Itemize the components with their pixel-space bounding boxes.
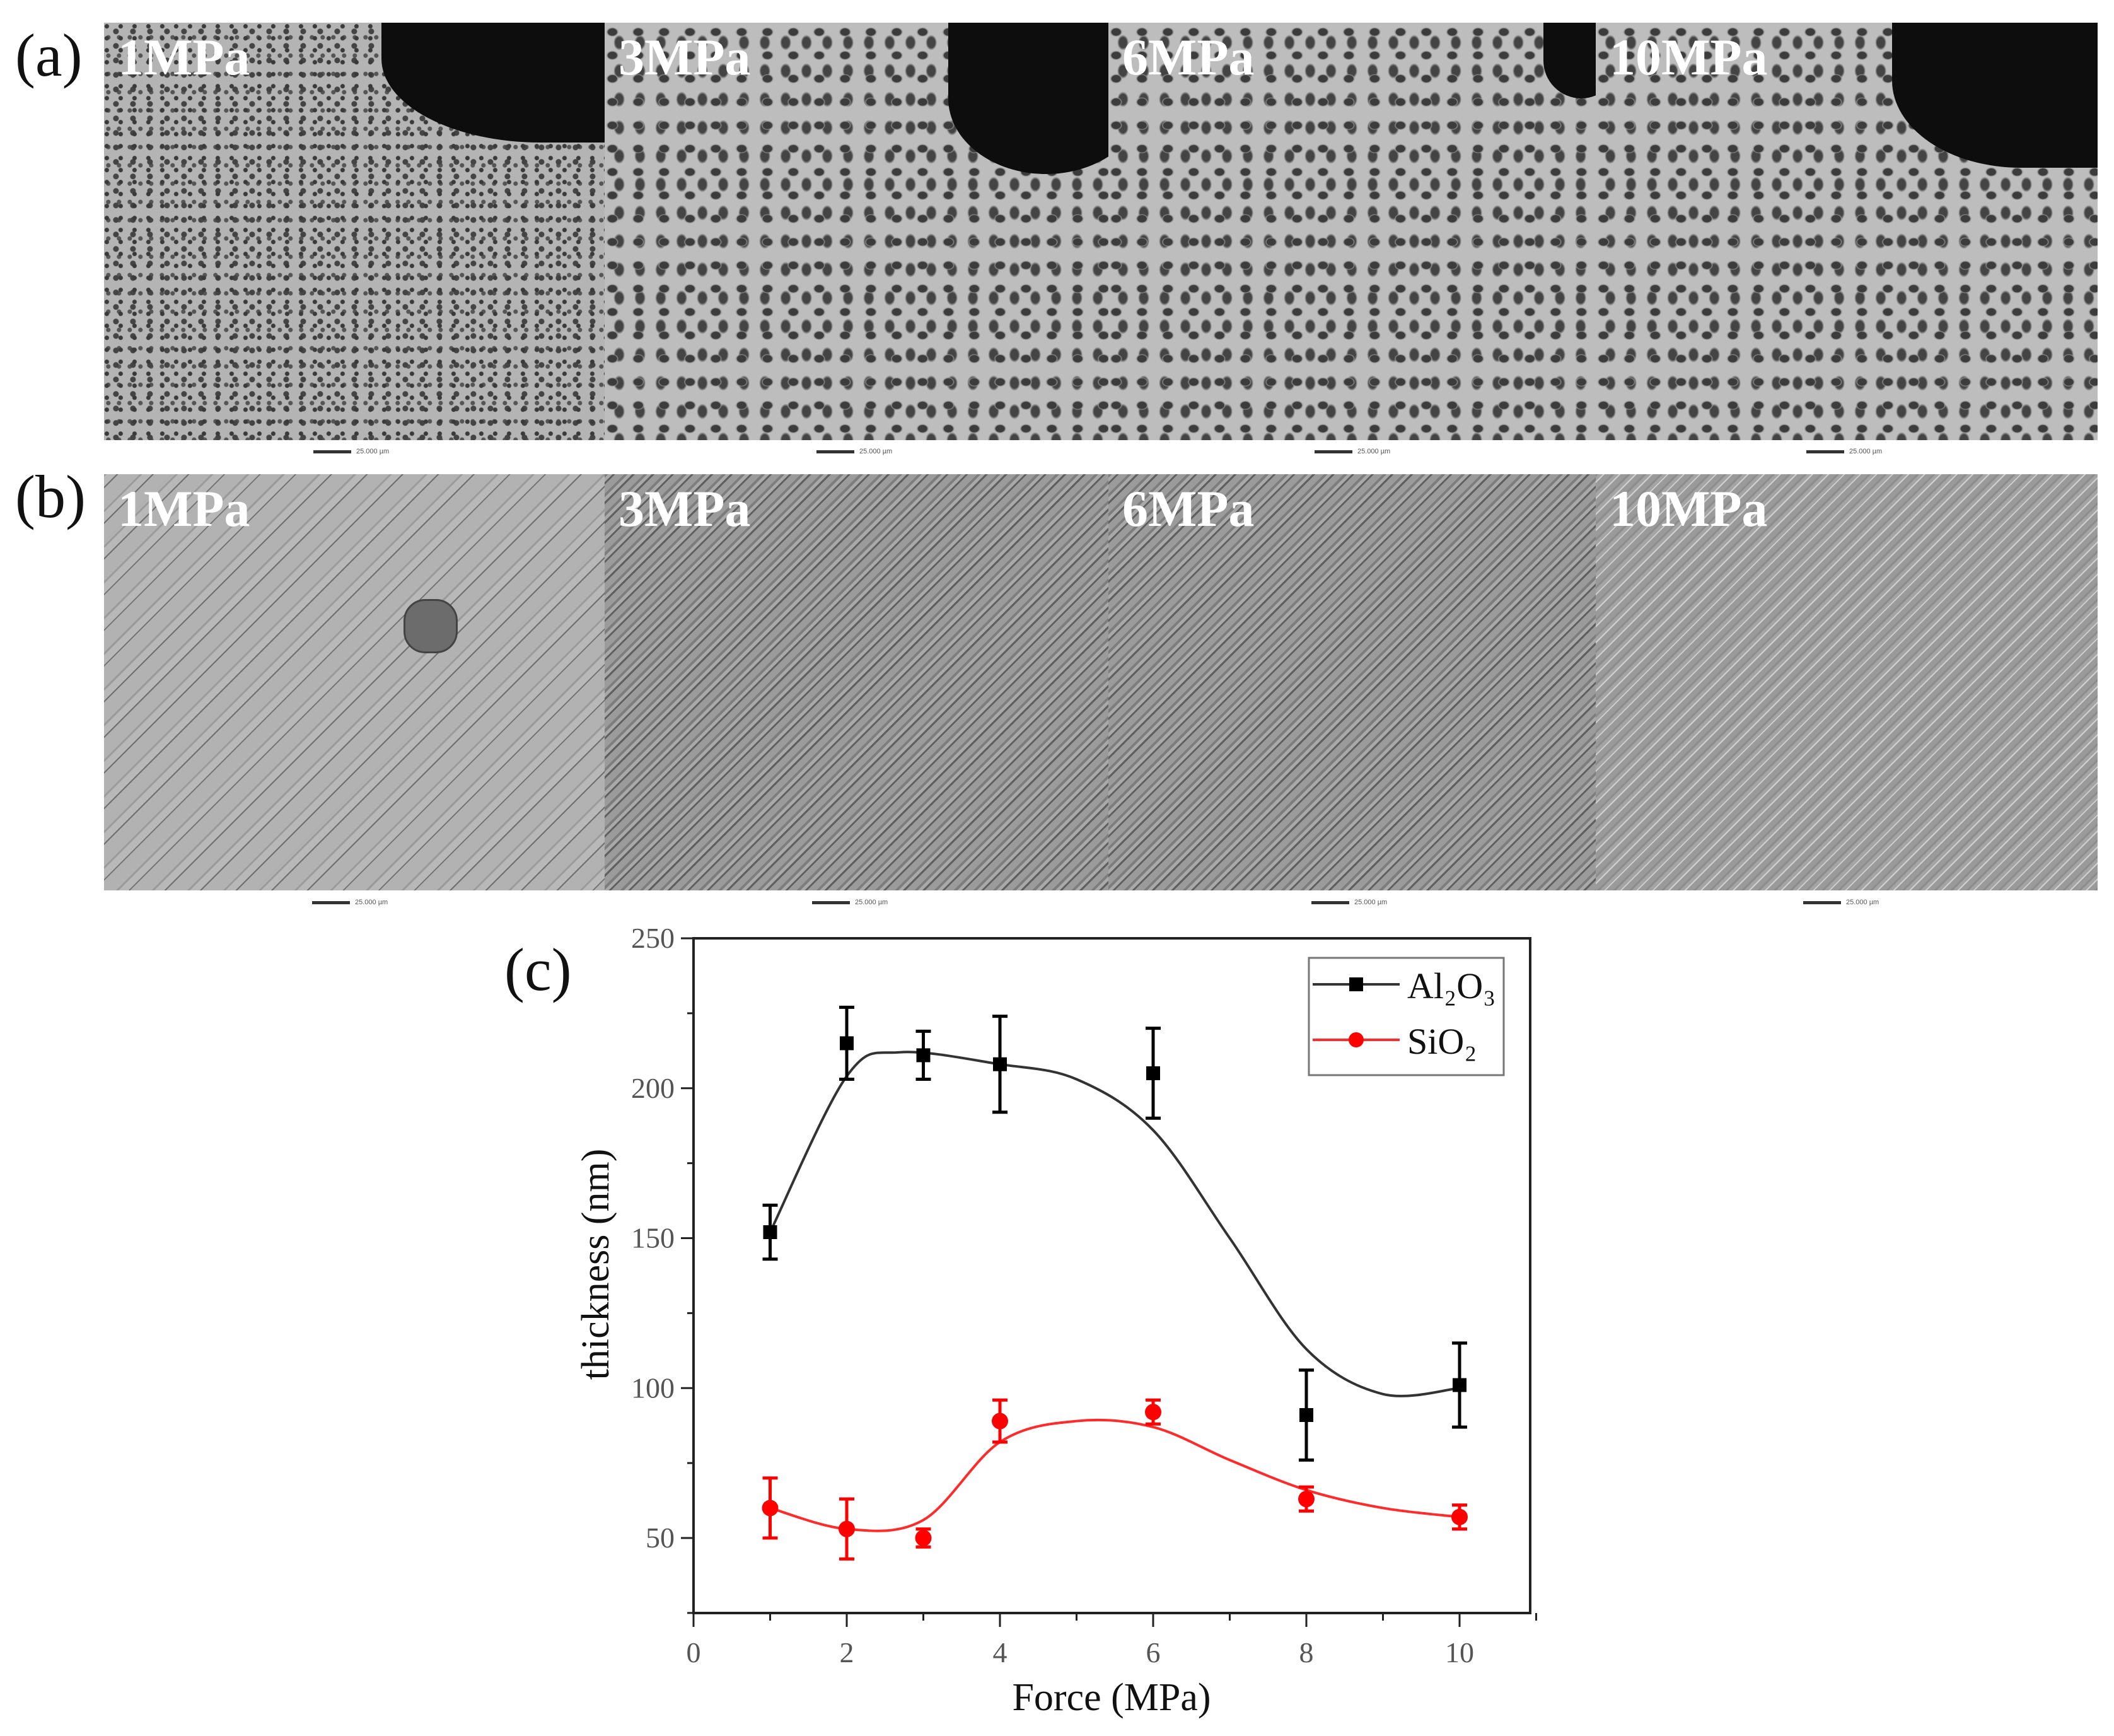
scale-bar: 25.000 µm — [816, 448, 892, 455]
scale-bar: 25.000 µm — [1803, 899, 1879, 906]
micrograph-b-6mpa: 6MPa — [1108, 474, 1596, 890]
pressure-label: 3MPa — [619, 480, 751, 537]
fit-curve-Al2O3 — [769, 1051, 1460, 1397]
panel-label-c: (c) — [504, 936, 572, 1003]
legend-label-Al2O3: Al₂O₃ — [1407, 965, 1495, 1006]
pressure-label: 10MPa — [1610, 480, 1768, 537]
fit-curve-SiO2 — [769, 1418, 1460, 1532]
data-marker-circle — [1298, 1491, 1315, 1508]
micrograph-a-3mpa: 3MPa — [605, 23, 1108, 440]
y-tick-label: 250 — [631, 922, 675, 954]
pressure-label: 6MPa — [1122, 28, 1255, 86]
scale-bar: 25.000 µm — [1315, 448, 1390, 455]
data-marker-square — [1299, 1408, 1313, 1423]
data-points — [762, 1005, 1468, 1561]
micrograph-a-10mpa: 10MPa — [1596, 23, 2098, 440]
micrograph-row-b: 1MPa 3MPa 6MPa 10MPa — [104, 474, 2098, 890]
x-tick-label: 4 — [993, 1636, 1008, 1669]
panel-label-b: (b) — [15, 463, 86, 530]
legend: Al₂O₃ SiO₂ — [1308, 957, 1505, 1076]
data-marker-circle — [762, 1500, 779, 1517]
y-tick-label: 150 — [631, 1222, 675, 1254]
x-axis-label: Force (MPa) — [1012, 1676, 1211, 1719]
scale-bar: 25.000 µm — [1806, 448, 1882, 455]
legend-box — [1308, 957, 1505, 1076]
x-tick-label: 2 — [840, 1636, 854, 1669]
data-marker-square — [840, 1036, 854, 1051]
micrograph-b-3mpa: 3MPa — [605, 474, 1108, 890]
data-marker-square — [916, 1048, 931, 1063]
particle — [404, 599, 458, 653]
data-marker-square — [1453, 1378, 1466, 1392]
scale-bar: 25.000 µm — [313, 448, 389, 455]
micrograph-row-a: 1MPa 3MPa 6MPa 10MPa — [104, 23, 2098, 440]
x-tick-label: 6 — [1146, 1636, 1161, 1669]
scale-bar: 25.000 µm — [812, 899, 888, 906]
scale-bar: 25.000 µm — [1311, 899, 1387, 906]
chart-axes: 0 2 4 6 8 10 50 100 150 200 250 — [631, 922, 1537, 1669]
x-tick-label: 0 — [687, 1636, 701, 1669]
data-marker-circle — [1451, 1508, 1468, 1525]
x-tick-label: 10 — [1445, 1636, 1474, 1669]
data-marker-circle — [992, 1413, 1008, 1430]
data-marker-circle — [1145, 1404, 1161, 1421]
pressure-label: 6MPa — [1122, 480, 1255, 537]
pressure-label: 1MPa — [118, 480, 250, 537]
micrograph-a-6mpa: 6MPa — [1108, 23, 1596, 440]
data-marker-square — [993, 1057, 1007, 1071]
pressure-label: 10MPa — [1610, 28, 1768, 86]
data-marker-circle — [915, 1530, 932, 1546]
y-tick-label: 50 — [646, 1522, 675, 1554]
y-tick-label: 100 — [631, 1372, 675, 1404]
y-axis-label: thickness (nm) — [574, 1149, 617, 1380]
x-tick-label: 8 — [1299, 1636, 1314, 1669]
pressure-label: 3MPa — [619, 28, 751, 86]
micrograph-b-10mpa: 10MPa — [1596, 474, 2098, 890]
data-marker-square — [763, 1225, 777, 1239]
scale-bar: 25.000 µm — [312, 899, 388, 906]
data-marker-circle — [839, 1520, 855, 1537]
micrograph-a-1mpa: 1MPa — [104, 23, 605, 440]
legend-marker-square — [1349, 977, 1363, 991]
fit-curves — [769, 1051, 1460, 1532]
legend-marker-circle — [1349, 1032, 1364, 1047]
plot-frame — [692, 937, 1531, 1614]
pressure-label: 1MPa — [118, 28, 250, 86]
legend-label-SiO2: SiO₂ — [1407, 1021, 1477, 1062]
panel-label-a: (a) — [15, 21, 83, 89]
data-marker-square — [1146, 1066, 1160, 1080]
micrograph-b-1mpa: 1MPa — [104, 474, 605, 890]
y-tick-label: 200 — [631, 1072, 675, 1104]
